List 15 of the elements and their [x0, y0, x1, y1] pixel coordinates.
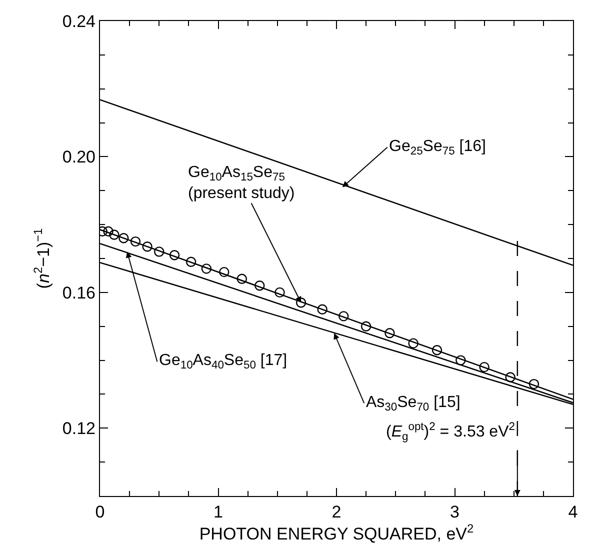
- y-tick-label: 0.16: [62, 283, 96, 302]
- x-tick-label: 4: [568, 502, 578, 522]
- ref-line-label: (E$_{g}$$^{opt}$)$^{2}$ = 3.53 eV$^{2}$: [386, 421, 515, 444]
- y-tick-label: 0.12: [62, 419, 96, 438]
- x-tick-label: 1: [214, 502, 223, 522]
- x-tick-label: 2: [332, 502, 342, 522]
- x-tick-label: 0: [95, 502, 105, 522]
- y-tick-label: 0.24: [62, 12, 96, 31]
- annotation: Ge$_{10}$As$_{40}$Se$_{50}$ [17]: [159, 352, 288, 372]
- x-tick-label: 3: [450, 502, 460, 522]
- annotation: Ge$_{10}$As$_{15}$Se$_{75}$ (present study): [188, 164, 295, 202]
- annotation: As$_{30}$Se$_{70}$ [15]: [366, 394, 460, 414]
- y-tick-label: 0.20: [62, 148, 96, 167]
- annotation: Ge$_{25}$Se$_{75}$ [16]: [389, 138, 486, 158]
- x-axis-title: PHOTON ENERGY SQUARED, eV$^{2}$: [199, 522, 474, 544]
